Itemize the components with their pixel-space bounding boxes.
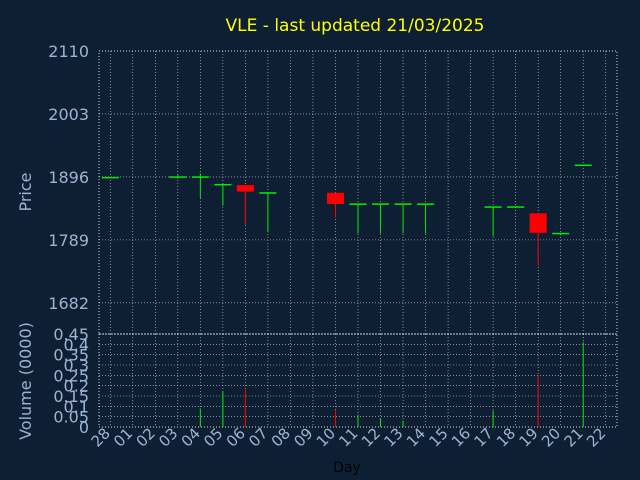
candle-body bbox=[349, 203, 367, 205]
candle bbox=[507, 206, 525, 208]
price-tick-label: 2110 bbox=[48, 42, 89, 61]
volume-tick-label: 0.25 bbox=[53, 366, 89, 385]
candle bbox=[326, 192, 344, 218]
day-x-ticks: 2801020304050607080910111213141516171819… bbox=[88, 424, 610, 450]
volume-y-ticks: 0.450.40.350.30.250.20.150.10.050 bbox=[53, 325, 89, 437]
candle-body bbox=[169, 176, 187, 178]
candle-body bbox=[574, 164, 592, 167]
volume-tick-label: 0.4 bbox=[64, 335, 89, 354]
volume-tick-label: 0.05 bbox=[53, 408, 89, 427]
candle-body bbox=[394, 203, 412, 205]
candle bbox=[394, 203, 412, 234]
volume-panel: 0.450.40.350.30.250.20.150.10.050 Volume… bbox=[16, 322, 618, 440]
candle-body bbox=[417, 203, 435, 205]
volume-tick-label: 0.15 bbox=[53, 387, 89, 406]
candle bbox=[259, 192, 277, 233]
candle-body bbox=[529, 213, 547, 233]
volume-tick-label: 0.35 bbox=[53, 346, 89, 365]
candle-body bbox=[507, 206, 525, 208]
candles bbox=[101, 164, 592, 266]
chart-title: VLE - last updated 21/03/2025 bbox=[226, 16, 485, 36]
candle bbox=[349, 203, 367, 234]
price-tick-label: 1789 bbox=[48, 231, 89, 250]
price-tick-label: 1896 bbox=[48, 168, 89, 187]
price-tick-label: 1682 bbox=[48, 294, 89, 313]
candle bbox=[191, 173, 209, 199]
candle bbox=[214, 183, 232, 206]
candle bbox=[417, 203, 435, 234]
candle bbox=[529, 213, 547, 266]
price-axis-label: Price bbox=[16, 172, 35, 211]
volume-axis-label: Volume (0000) bbox=[16, 322, 35, 440]
volume-tick-label: 0.1 bbox=[64, 397, 89, 416]
candle-body bbox=[552, 232, 570, 235]
candle-body bbox=[326, 192, 344, 204]
candle bbox=[101, 176, 119, 179]
candle bbox=[236, 185, 254, 225]
volume-tick-label: 0.3 bbox=[64, 356, 89, 375]
candle bbox=[484, 206, 502, 237]
volume-tick-label: 0 bbox=[79, 418, 89, 437]
candle-body bbox=[484, 206, 502, 208]
candle-body bbox=[191, 176, 209, 178]
candle bbox=[169, 175, 187, 179]
volume-tick-label: 0.2 bbox=[64, 377, 89, 396]
candle bbox=[552, 232, 570, 235]
candle-body bbox=[236, 185, 254, 192]
price-y-ticks: 2110 2003 1896 1789 1682 bbox=[48, 42, 89, 313]
price-tick-label: 2003 bbox=[48, 105, 89, 124]
candle bbox=[372, 203, 390, 234]
x-axis-label: Day bbox=[333, 460, 361, 476]
candle bbox=[574, 164, 592, 167]
price-panel: 2110 2003 1896 1789 1682 Price bbox=[16, 42, 618, 335]
candle-body bbox=[214, 183, 232, 186]
volume-bars bbox=[199, 342, 584, 427]
volume-tick-label: 0.45 bbox=[53, 325, 89, 344]
candle-body bbox=[372, 203, 390, 205]
candle-body bbox=[259, 192, 277, 194]
candle-body bbox=[101, 176, 119, 179]
